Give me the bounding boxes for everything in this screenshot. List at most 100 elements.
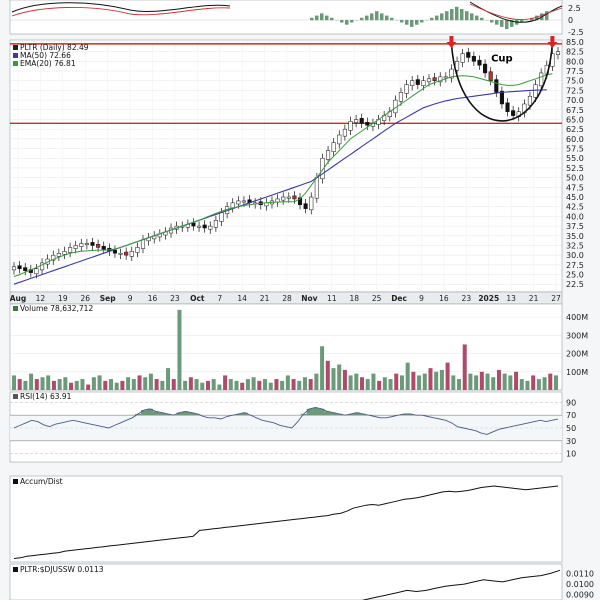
macd-histogram-bar: [315, 16, 319, 21]
volume-bar: [109, 379, 113, 390]
candle-body: [119, 253, 123, 254]
price-tick-label: 75.0: [566, 77, 584, 86]
candle-body: [237, 201, 241, 204]
macd-tick-label: -2.5: [568, 28, 584, 37]
legend-label: EMA(20) 76.81: [20, 59, 76, 68]
candle-body: [405, 85, 409, 94]
macd-histogram-bar: [365, 16, 369, 21]
volume-bar: [423, 374, 427, 390]
legend-swatch: [13, 45, 18, 50]
volume-bar: [406, 363, 410, 390]
candle-body: [489, 72, 493, 81]
volume-bar: [115, 383, 119, 390]
candle-body: [130, 251, 134, 256]
date-tick-label: 21: [260, 294, 270, 303]
macd-histogram-bar: [470, 13, 474, 20]
volume-bar: [451, 375, 455, 390]
candle-body: [416, 80, 420, 85]
macd-histogram-bar: [350, 20, 354, 23]
candle-body: [197, 226, 201, 227]
arrow-shaft: [550, 36, 554, 42]
macd-histogram-bar: [415, 20, 419, 25]
date-tick-label: 11: [327, 294, 337, 303]
date-tick-label: 27: [551, 294, 561, 303]
candle-body: [220, 213, 224, 222]
legend-swatch: [13, 394, 18, 399]
date-tick-label: 19: [58, 294, 68, 303]
macd-histogram-bar: [475, 16, 479, 21]
rs-tick-label: 0.0090: [566, 591, 594, 600]
volume-bar: [326, 361, 330, 390]
volume-bar: [252, 377, 256, 390]
volume-bar: [280, 381, 284, 390]
rsi-tick-label: 70: [566, 411, 576, 420]
price-tick-label: 50.0: [566, 174, 584, 183]
volume-bar: [303, 377, 307, 390]
volume-bar: [360, 377, 364, 390]
candle-body: [57, 253, 61, 256]
candle-body: [422, 81, 426, 86]
volume-bar: [200, 383, 204, 390]
date-tick-label: 21: [529, 294, 539, 303]
date-tick-label: Aug: [10, 294, 27, 303]
candle-body: [399, 92, 403, 101]
volume-bar: [548, 374, 552, 390]
macd-histogram-bar: [325, 16, 329, 21]
price-tick-label: 37.5: [566, 222, 584, 231]
volume-bar: [46, 375, 50, 390]
date-tick-label: 16: [148, 294, 158, 303]
volume-bar: [343, 370, 347, 390]
candle-body: [556, 52, 560, 55]
volume-bar: [189, 377, 193, 390]
candle-body: [478, 60, 482, 65]
volume-bar: [292, 379, 296, 390]
macd-histogram-bar: [410, 20, 414, 27]
volume-bar: [183, 381, 187, 390]
candle-body: [102, 246, 106, 249]
macd-histogram-bar: [420, 20, 424, 23]
candle-body: [495, 80, 499, 93]
date-tick-label: 9: [128, 294, 133, 303]
volume-bar: [98, 375, 102, 390]
volume-bar: [138, 375, 142, 390]
volume-bar: [434, 372, 438, 390]
volume-bar: [354, 374, 358, 390]
candle-body: [511, 111, 515, 116]
volume-bar: [269, 383, 273, 390]
volume-bar: [520, 379, 524, 390]
rsi-tick-label: 10: [566, 450, 576, 459]
volume-tick-label: 300M: [566, 331, 588, 340]
volume-bar: [531, 375, 535, 390]
candle-body: [466, 52, 470, 57]
volume-bar: [155, 379, 159, 390]
volume-bar: [63, 377, 67, 390]
candle-body: [461, 54, 465, 63]
macd-histogram-bar: [445, 11, 449, 20]
macd-histogram-bar: [505, 20, 509, 29]
candle-body: [304, 204, 308, 209]
volume-bar: [23, 381, 27, 390]
volume-bar: [75, 381, 79, 390]
macd-panel-fragment: [10, 0, 562, 34]
price-tick-label: 67.5: [566, 106, 584, 115]
rs-legend-label: PLTR:$DJUSSW 0.0113: [20, 565, 104, 574]
volume-bar: [377, 381, 381, 390]
date-tick-label: 28: [282, 294, 292, 303]
volume-bar: [92, 377, 96, 390]
volume-bar: [525, 381, 529, 390]
volume-bar: [480, 372, 484, 390]
price-tick-label: 80.0: [566, 57, 584, 66]
macd-histogram-bar: [400, 20, 404, 23]
candle-body: [68, 247, 72, 252]
volume-bar: [417, 375, 421, 390]
macd-histogram-bar: [450, 9, 454, 20]
volume-bar: [543, 377, 547, 390]
volume-bar: [554, 375, 558, 390]
rsi-tick-label: 90: [566, 398, 576, 407]
date-tick-label: Dec: [391, 294, 407, 303]
volume-bar: [172, 379, 176, 390]
volume-bar: [12, 375, 16, 390]
candle-body: [287, 197, 291, 198]
price-tick-label: 77.5: [566, 67, 584, 76]
